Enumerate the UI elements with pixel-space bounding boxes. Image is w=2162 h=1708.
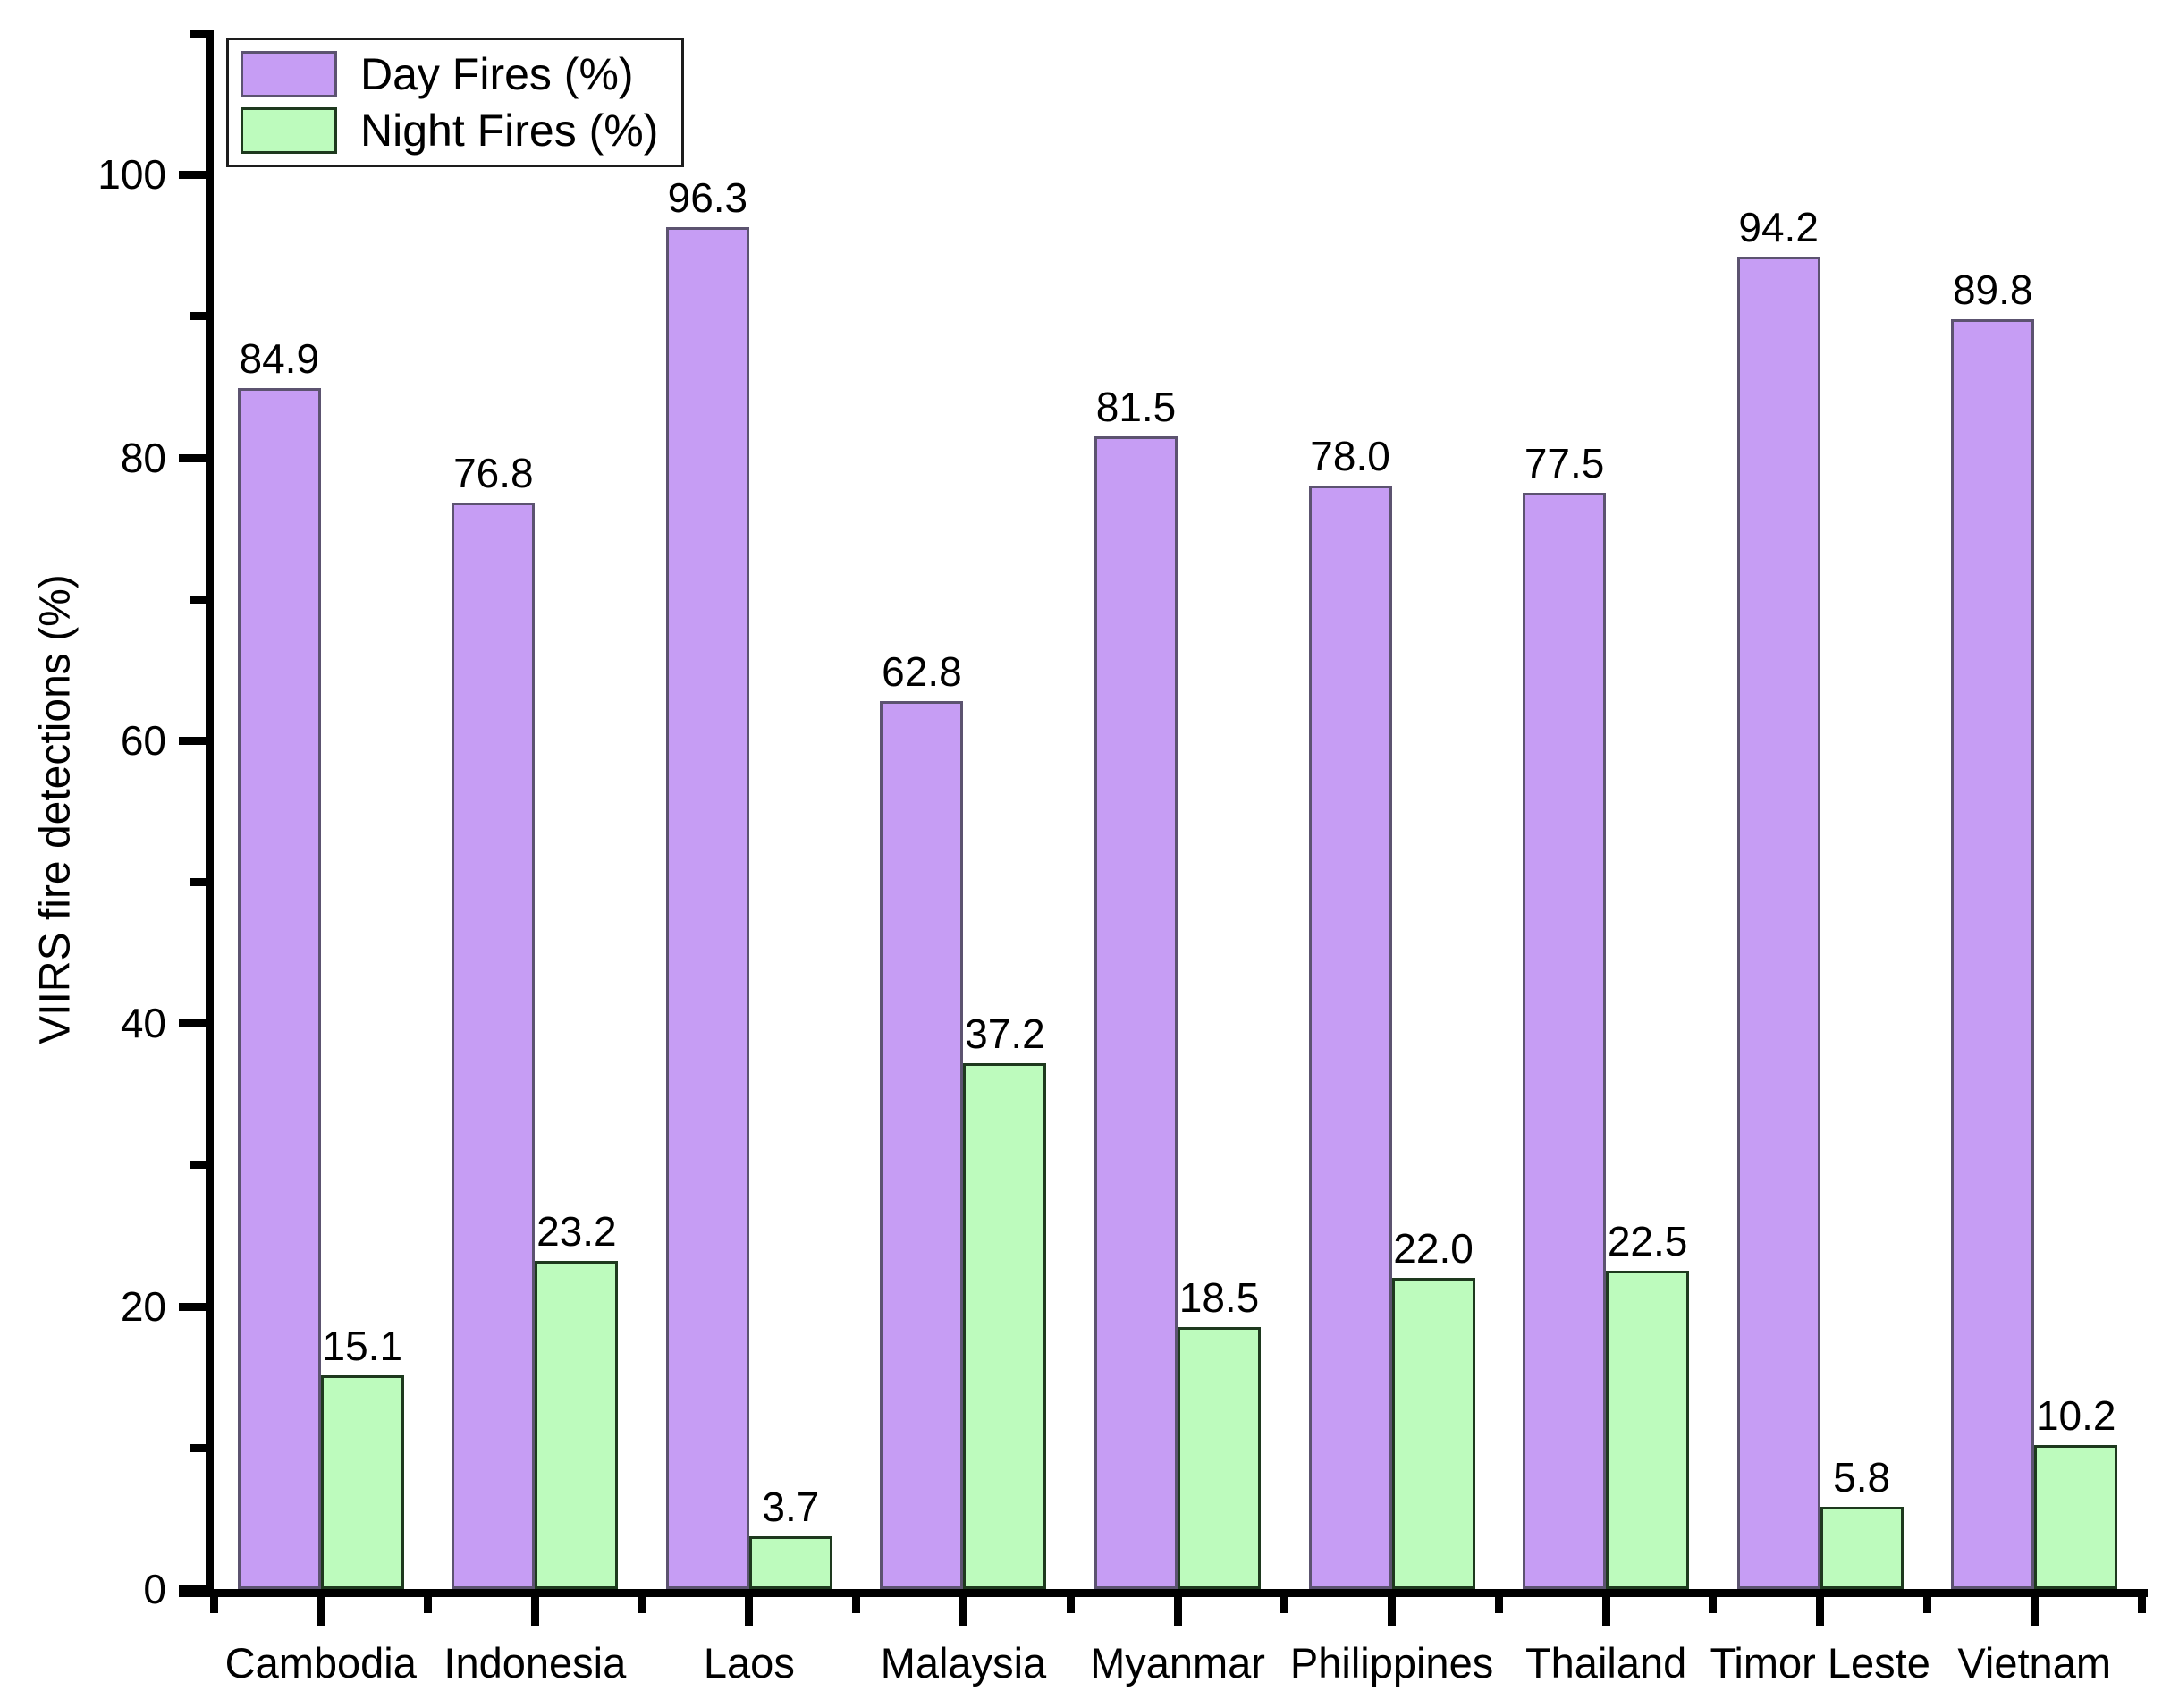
y-axis-minor-tick [190, 1161, 206, 1170]
x-axis-major-tick [959, 1597, 967, 1626]
y-axis-minor-tick [190, 30, 206, 38]
day-fires-bar [665, 227, 749, 1589]
night-fires-bar [320, 1375, 404, 1589]
day-fires-bar [1308, 486, 1392, 1589]
night-fires-bar [963, 1063, 1047, 1589]
x-axis-category-label: Myanmar [1090, 1639, 1265, 1687]
x-axis-minor-tick [1280, 1597, 1289, 1613]
y-axis-major-tick [179, 1019, 206, 1028]
y-axis-title: VIIRS fire detections (%) [31, 574, 80, 1044]
day-fires-bar [1523, 493, 1607, 1589]
x-axis-minor-tick [424, 1597, 433, 1613]
legend-swatch [241, 51, 337, 97]
bar-value-label: 77.5 [1524, 440, 1605, 486]
y-axis-tick-label: 40 [120, 1000, 166, 1047]
x-axis-major-tick [1388, 1597, 1397, 1626]
night-fires-bar [1820, 1507, 1904, 1589]
x-axis-category-label: Cambodia [224, 1639, 417, 1687]
night-fires-bar [748, 1536, 832, 1589]
y-axis-minor-tick [190, 595, 206, 604]
legend-label: Night Fires (%) [360, 106, 659, 156]
bar-value-label: 81.5 [1095, 384, 1177, 430]
x-axis-minor-tick [2137, 1597, 2146, 1613]
bar-value-label: 5.8 [1833, 1454, 1891, 1501]
x-axis-minor-tick [1709, 1597, 1718, 1613]
y-axis-major-tick [179, 453, 206, 462]
bar-value-label: 18.5 [1178, 1274, 1260, 1321]
y-axis-tick-label: 60 [120, 716, 166, 764]
legend-item: Day Fires (%) [241, 50, 658, 98]
y-axis-minor-tick [190, 878, 206, 887]
y-axis-tick-label: 20 [120, 1282, 166, 1330]
night-fires-bar [1391, 1278, 1475, 1589]
y-axis-tick-label: 0 [143, 1566, 166, 1612]
x-axis-category-label: Malaysia [880, 1639, 1047, 1687]
night-fires-bar [1606, 1271, 1690, 1589]
day-fires-bar [1951, 319, 2035, 1589]
bar-value-label: 94.2 [1738, 204, 1819, 250]
y-axis-major-tick [179, 171, 206, 180]
bar-value-label: 23.2 [536, 1208, 617, 1255]
bar-value-label: 37.2 [965, 1010, 1045, 1057]
y-axis-major-tick [179, 736, 206, 745]
x-axis-minor-tick [638, 1597, 646, 1613]
bar-value-label: 78.0 [1310, 433, 1390, 479]
bar-value-label: 89.8 [1952, 266, 2033, 313]
x-axis-minor-tick [1066, 1597, 1075, 1613]
bar-value-label: 10.2 [2035, 1392, 2116, 1439]
bar-value-label: 22.5 [1607, 1218, 1688, 1264]
day-fires-bar [1736, 257, 1820, 1589]
night-fires-bar [2034, 1445, 2118, 1589]
bar-value-label: 3.7 [762, 1484, 820, 1530]
y-axis-minor-tick [190, 1443, 206, 1452]
x-axis-major-tick [317, 1597, 325, 1626]
x-axis-category-label: Thailand [1524, 1639, 1687, 1687]
bar-value-label: 62.8 [882, 648, 962, 695]
x-axis-minor-tick [1922, 1597, 1931, 1613]
legend-label: Day Fires (%) [360, 49, 634, 99]
x-axis-major-tick [745, 1597, 754, 1626]
night-fires-bar [1178, 1327, 1261, 1589]
x-axis-minor-tick [1494, 1597, 1503, 1613]
plot-area: 84.9 76.8 96.3 62.8 81.5 78.0 77.5 94.2 89.8 15.1… [214, 33, 2141, 1589]
bar-value-label: 22.0 [1393, 1225, 1474, 1272]
day-fires-bar [452, 503, 536, 1589]
legend: Day Fires (%) Night Fires (%) [226, 38, 685, 167]
day-fires-bar [880, 701, 964, 1589]
y-axis-tick-label: 100 [97, 151, 166, 199]
y-axis-major-tick [179, 1302, 206, 1311]
x-axis-major-tick [1601, 1597, 1610, 1626]
x-axis-category-label: Laos [703, 1639, 795, 1687]
day-fires-bar [237, 388, 321, 1589]
y-axis-major-tick [179, 1585, 206, 1594]
y-axis-minor-tick [190, 312, 206, 321]
bar-value-label: 84.9 [239, 335, 320, 382]
bar-value-label: 76.8 [453, 450, 534, 496]
bar-value-label: 15.1 [322, 1323, 403, 1369]
x-axis-major-tick [1173, 1597, 1182, 1626]
x-axis-category-label: Indonesia [443, 1639, 627, 1687]
x-axis-major-tick [1816, 1597, 1825, 1626]
y-axis-line [206, 30, 214, 1597]
day-fires-bar [1094, 436, 1178, 1589]
y-axis-tick-label: 80 [120, 434, 166, 481]
x-axis-minor-tick [852, 1597, 861, 1613]
x-axis-major-tick [2030, 1597, 2039, 1626]
legend-item: Night Fires (%) [241, 106, 658, 155]
legend-swatch [241, 107, 337, 154]
bar-value-label: 96.3 [667, 174, 748, 221]
x-axis-category-label: Philippines [1289, 1639, 1494, 1687]
night-fires-bar [535, 1261, 619, 1589]
x-axis-category-label: Timor Leste [1710, 1639, 1930, 1687]
x-axis-category-label: Vietnam [1957, 1639, 2111, 1687]
x-axis-major-tick [530, 1597, 539, 1626]
x-axis-line [179, 1589, 2148, 1597]
x-axis-minor-tick [209, 1597, 218, 1613]
